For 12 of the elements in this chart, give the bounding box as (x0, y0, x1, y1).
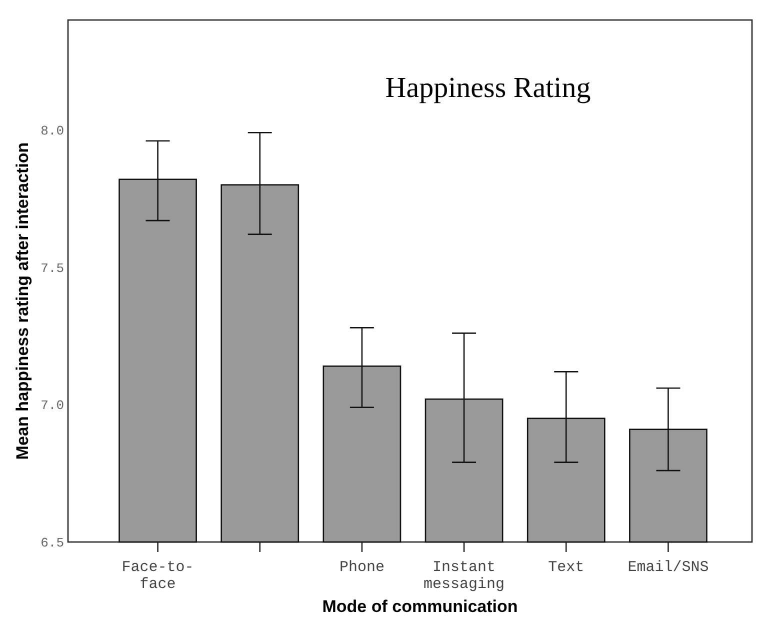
x-tick-label: Face-to-face (122, 559, 194, 593)
x-tick-label: Text (548, 559, 584, 576)
x-tick-label: Phone (339, 559, 384, 576)
y-axis-title: Mean happiness rating after interaction (13, 142, 32, 460)
x-tick-label: Instant messaging (424, 559, 505, 593)
y-tick-label: 7.5 (40, 260, 64, 276)
x-tick-label: Email/SNS (628, 559, 709, 576)
y-tick-label: 6.5 (40, 536, 64, 551)
x-axis-title: Mode of communication (322, 597, 518, 616)
y-tick-label: 7.0 (40, 398, 64, 414)
y-tick-label: 8.0 (40, 123, 64, 138)
text: Happiness Rating (385, 72, 591, 104)
